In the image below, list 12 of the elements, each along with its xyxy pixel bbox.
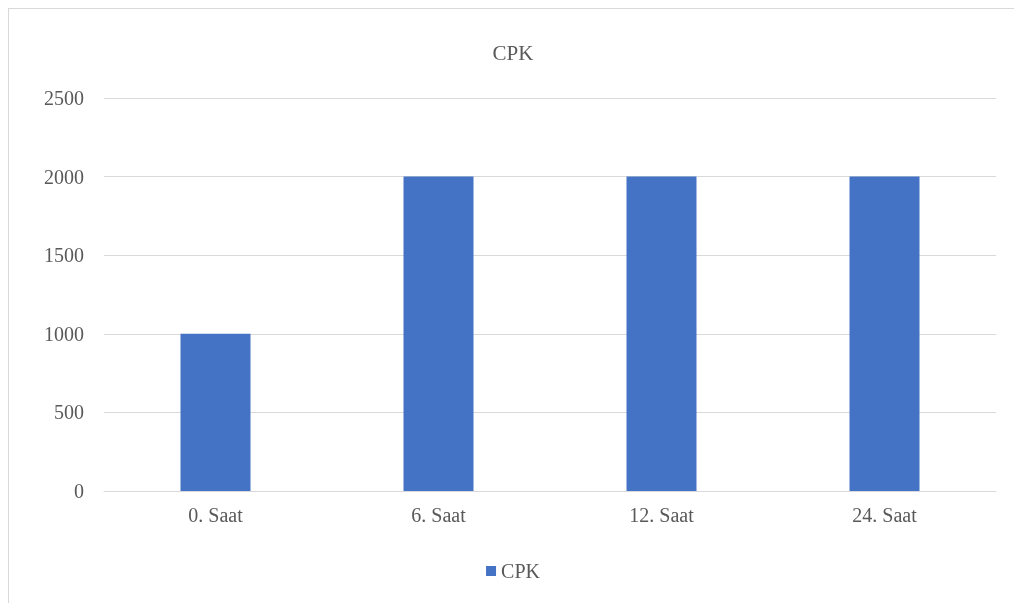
y-tick-label: 1500 [44,244,84,267]
x-tick-label: 24. Saat [852,504,918,526]
chart-title: CPK [492,40,534,65]
y-tick-label: 1000 [44,322,84,345]
y-tick-label: 2500 [44,87,84,109]
x-tick-label: 0. Saat [188,504,244,526]
y-tick-label: 500 [54,401,84,424]
y-tick-label: 0 [74,480,84,502]
legend-label: CPK [501,560,541,582]
x-tick-label: 12. Saat [629,504,695,526]
x-tick-label: 6. Saat [411,504,467,526]
y-tick-label: 2000 [44,165,84,188]
